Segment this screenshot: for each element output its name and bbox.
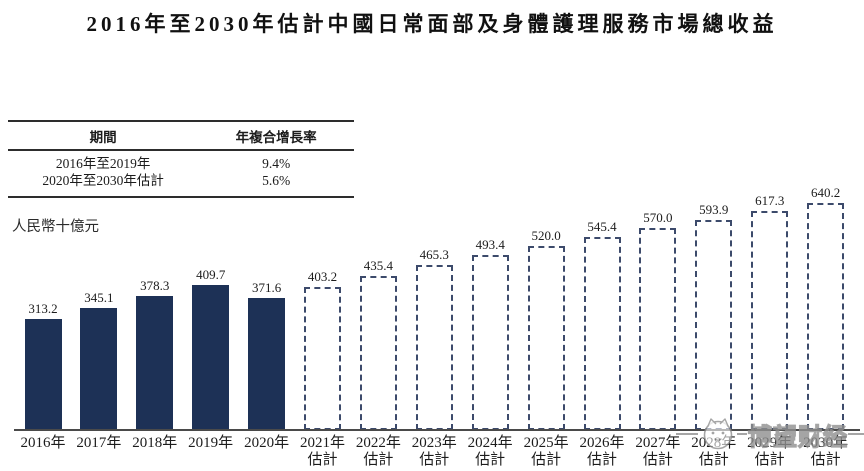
- x-axis-label: 2025年 估計: [523, 435, 569, 468]
- y-axis-unit-label: 人民幣十億元: [12, 219, 99, 235]
- x-axis-label: 2016年: [20, 435, 66, 451]
- cagr-header-rate: 年複合增長率: [235, 130, 317, 145]
- x-axis-label: 2030年 估計: [803, 435, 849, 468]
- cagr-value-2: 5.6%: [262, 173, 291, 188]
- bar-actual: [248, 298, 286, 430]
- bar-value-label: 465.3: [419, 247, 449, 262]
- table-row: 2016年至2019年 9.4%: [8, 155, 354, 172]
- cagr-table: 期間 年複合增長率 2016年至2019年 9.4% 2020年至2030年估計…: [8, 120, 354, 198]
- bar-value-label: 570.0: [643, 210, 673, 225]
- bar-estimated: [471, 255, 509, 430]
- x-axis-label: 2019年: [188, 435, 234, 451]
- bar-value-label: 435.4: [363, 258, 394, 273]
- x-axis-label: 2024年 估計: [467, 435, 513, 468]
- bar-value-label: 617.3: [755, 193, 785, 208]
- x-axis-label: 2021年 估計: [299, 435, 346, 468]
- bar-value-label: 345.1: [84, 290, 114, 305]
- x-axis-label: 2026年 估計: [579, 435, 625, 468]
- bar-value-label: 640.2: [810, 185, 841, 200]
- bar-estimated: [527, 246, 565, 430]
- x-axis-line: [14, 429, 860, 431]
- bar-value-label: 520.0: [531, 228, 561, 243]
- x-axis-label: 2018年: [132, 435, 178, 451]
- x-axis-label: 2023年 估計: [411, 435, 457, 468]
- cagr-period-2: 2020年至2030年估計: [42, 173, 164, 188]
- bar-estimated: [359, 276, 397, 430]
- bar-actual: [24, 319, 62, 430]
- bar-value-label: 378.3: [140, 278, 170, 293]
- x-axis-label: 2027年 估計: [635, 435, 681, 468]
- table-row: 2020年至2030年估計 5.6%: [8, 172, 354, 189]
- bar-value-label: 409.7: [196, 267, 226, 282]
- bar-estimated: [695, 220, 733, 430]
- cagr-period-1: 2016年至2019年: [55, 156, 151, 171]
- bar-value-label: 371.6: [251, 280, 282, 295]
- x-axis-label: 2028年 估計: [691, 435, 737, 468]
- bar-estimated: [639, 228, 677, 430]
- bar-value-label: 403.2: [307, 269, 338, 284]
- bar-estimated: [807, 203, 845, 430]
- bar-estimated: [415, 265, 453, 430]
- bar-estimated: [751, 211, 789, 430]
- bar-actual: [80, 308, 118, 430]
- cagr-value-1: 9.4%: [262, 156, 291, 171]
- bar-value-label: 493.4: [475, 237, 505, 252]
- x-axis-label: 2017年: [76, 435, 122, 451]
- bar-actual: [192, 285, 230, 430]
- page-title: 2016年至2030年估計中國日常面部及身體護理服務市場總收益: [86, 12, 778, 36]
- bar-value-label: 593.9: [699, 202, 729, 217]
- bar-value-label: 545.4: [587, 219, 617, 234]
- bar-value-label: 313.2: [28, 301, 58, 316]
- bar-actual: [136, 296, 174, 430]
- bar-estimated: [304, 287, 341, 430]
- bar-estimated: [583, 237, 621, 430]
- cagr-table-header: 期間 年複合增長率: [8, 122, 354, 151]
- cagr-header-period: 期間: [89, 130, 117, 145]
- x-axis-label: 2022年 估計: [355, 435, 401, 468]
- x-axis-label: 2029年 估計: [747, 435, 793, 468]
- x-axis-label: 2020年: [244, 435, 290, 451]
